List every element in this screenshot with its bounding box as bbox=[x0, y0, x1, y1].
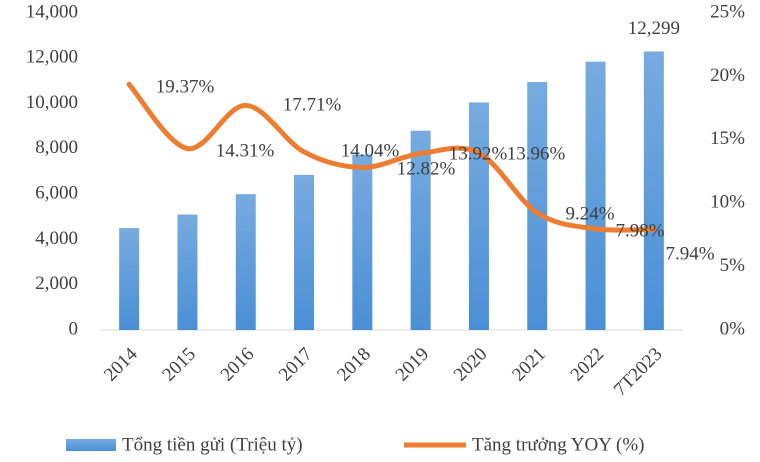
x-tick-label: 2018 bbox=[333, 344, 375, 386]
bar-value-label: 12,299 bbox=[628, 18, 680, 39]
y2-tick-label: 5% bbox=[720, 255, 746, 276]
y2-tick-label: 20% bbox=[710, 65, 745, 86]
line-value-label: 14.31% bbox=[216, 140, 275, 161]
bar bbox=[527, 82, 548, 330]
bar bbox=[177, 214, 198, 330]
bar bbox=[352, 154, 373, 330]
line bbox=[126, 81, 657, 233]
line-value-label: 9.24% bbox=[565, 203, 614, 224]
line-value-label: 14.04% bbox=[341, 140, 400, 161]
y2-tick-label: 0% bbox=[720, 318, 746, 339]
bar bbox=[235, 194, 256, 330]
bar bbox=[468, 102, 489, 330]
line-value-label: 12.82% bbox=[397, 158, 456, 179]
y-tick-label: 14,000 bbox=[26, 1, 78, 22]
x-tick-label: 2016 bbox=[217, 344, 259, 386]
x-tick-label: 2015 bbox=[158, 344, 200, 386]
y-tick-label: 6,000 bbox=[35, 183, 78, 204]
y-tick-label: 8,000 bbox=[35, 137, 78, 158]
legend-label: Tăng trưởng YOY (%) bbox=[472, 434, 644, 455]
bar bbox=[294, 174, 315, 330]
x-tick-label: 2017 bbox=[275, 344, 317, 386]
line-value-label: 7.98% bbox=[615, 220, 664, 241]
y-tick-label: 4,000 bbox=[35, 228, 78, 249]
x-tick-label: 2014 bbox=[100, 343, 142, 385]
x-tick-label: 2021 bbox=[508, 344, 550, 386]
y2-tick-label: 15% bbox=[710, 128, 745, 149]
y2-tick-label: 25% bbox=[710, 1, 745, 22]
line-value-label: 17.71% bbox=[283, 94, 342, 115]
y-tick-label: 0 bbox=[69, 318, 79, 339]
x-tick-label: 7T2023 bbox=[610, 344, 667, 401]
y2-tick-label: 10% bbox=[710, 192, 745, 213]
bar bbox=[119, 228, 140, 330]
bar bbox=[585, 61, 606, 331]
y-tick-label: 12,000 bbox=[26, 47, 78, 68]
x-tick-label: 2019 bbox=[392, 344, 434, 386]
y-tick-label: 2,000 bbox=[35, 273, 78, 294]
x-tick-label: 2022 bbox=[566, 344, 608, 386]
legend-swatch bbox=[66, 439, 116, 451]
line-value-label: 13.96% bbox=[507, 143, 566, 164]
line-value-label: 13.92% bbox=[449, 143, 508, 164]
line-value-label: 7.94% bbox=[665, 243, 714, 264]
line-value-label: 19.37% bbox=[156, 76, 215, 97]
y-tick-label: 10,000 bbox=[26, 92, 78, 113]
legend-label: Tổng tiền gửi (Triệu tỷ) bbox=[122, 434, 303, 455]
x-tick-label: 2020 bbox=[450, 344, 492, 386]
bar bbox=[410, 130, 431, 330]
bar bbox=[643, 51, 664, 330]
